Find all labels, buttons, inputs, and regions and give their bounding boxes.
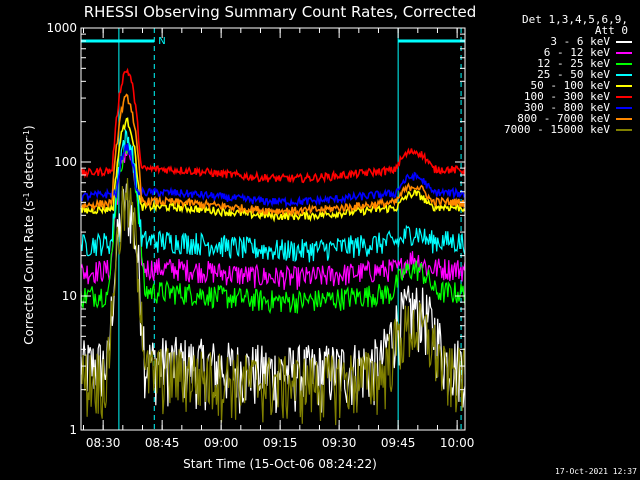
- y-axis-label: Corrected Count Rate (s-1 detector-1): [22, 125, 37, 344]
- legend-swatch: [616, 52, 632, 54]
- y-tick-label: 10: [62, 289, 77, 303]
- y-tick-label: 1: [69, 423, 77, 437]
- legend-swatch: [616, 74, 632, 76]
- legend-title-line: Det 1,3,4,5,6,9,: [522, 13, 628, 26]
- legend-swatch: [616, 41, 632, 43]
- legend-swatch: [616, 63, 632, 65]
- legend-label: 100 - 300 keV: [523, 90, 610, 103]
- series-line: [80, 140, 466, 315]
- y-tick-label: 1000: [46, 21, 77, 35]
- series-line: [80, 128, 466, 263]
- legend-label: 6 - 12 keV: [543, 46, 610, 59]
- legend-title-line: Att 0: [594, 24, 628, 37]
- legend-entry: 7000 - 15000 keV: [480, 124, 636, 135]
- legend-label: 50 - 100 keV: [530, 79, 610, 92]
- chart-title: RHESSI Observing Summary Count Rates, Co…: [84, 3, 477, 21]
- legend-entry: 12 - 25 keV: [480, 58, 636, 69]
- series-line: [80, 177, 466, 426]
- legend-swatch: [616, 118, 632, 120]
- plot-frame: [80, 27, 466, 431]
- legend-label: 300 - 800 keV: [523, 101, 610, 114]
- series-line: [81, 143, 466, 209]
- x-tick-label: 09:00: [204, 436, 239, 450]
- legend-entry: 800 - 7000 keV: [480, 113, 636, 124]
- legend-swatch: [616, 85, 632, 87]
- y-tick-label: 100: [54, 155, 77, 169]
- legend-label: 12 - 25 keV: [537, 57, 610, 70]
- legend-entry: 6 - 12 keV: [480, 47, 636, 58]
- legend-swatch: [616, 107, 632, 109]
- x-tick-label: 09:45: [381, 436, 416, 450]
- legend-label: 25 - 50 keV: [537, 68, 610, 81]
- legend-entry: 3 - 6 keV: [480, 36, 636, 47]
- legend-swatch: [616, 96, 632, 98]
- x-axis-label: Start Time (15-Oct-06 08:24:22): [183, 457, 377, 471]
- legend: Det 1,3,4,5,6,9, Att 0 3 - 6 keV 6 - 12 k…: [480, 14, 636, 135]
- legend-swatch: [616, 129, 632, 131]
- series-line: [80, 67, 466, 184]
- timestamp: 17-Oct-2021 12:37: [555, 467, 637, 476]
- series-line: [80, 93, 466, 218]
- series-line: [80, 146, 466, 290]
- x-tick-label: 08:45: [145, 436, 180, 450]
- legend-entry: 25 - 50 keV: [480, 69, 636, 80]
- legend-entry: 100 - 300 keV: [480, 91, 636, 102]
- legend-label: 3 - 6 keV: [550, 35, 610, 48]
- x-tick-label: 08:30: [86, 436, 121, 450]
- x-tick-label: 09:30: [322, 436, 357, 450]
- legend-entry: 300 - 800 keV: [480, 102, 636, 113]
- x-tick-label: 09:15: [263, 436, 298, 450]
- series-line: [80, 117, 466, 223]
- legend-label: 800 - 7000 keV: [517, 112, 610, 125]
- legend-entry: 50 - 100 keV: [480, 80, 636, 91]
- x-tick-label: 10:00: [440, 436, 475, 450]
- legend-label: 7000 - 15000 keV: [504, 123, 610, 136]
- night-marker-label: N: [158, 36, 165, 47]
